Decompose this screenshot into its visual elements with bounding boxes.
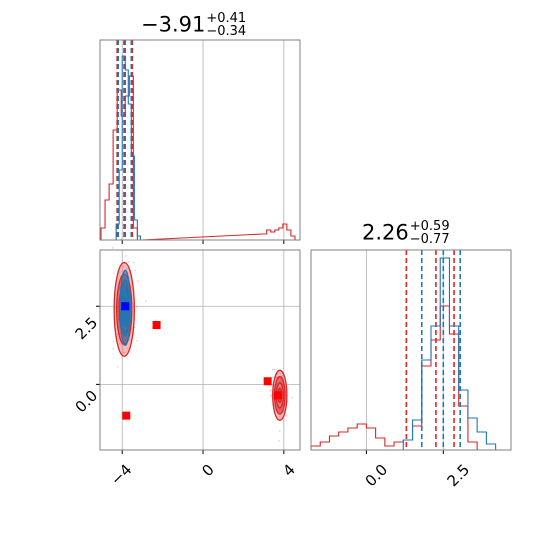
scatter-point [272, 376, 274, 379]
panel-frame [99, 39, 301, 241]
param2-histogram-panel [310, 249, 512, 454]
histogram-series [402, 257, 497, 450]
scatter-point [271, 369, 274, 371]
scatter-point [133, 332, 135, 335]
param1-histogram-panel [99, 39, 301, 244]
scatter-point [285, 415, 288, 417]
scatter-point [145, 300, 147, 302]
joint-contour-panel [96, 238, 301, 454]
scatter-point [287, 388, 289, 390]
scatter-point [112, 348, 115, 350]
truth-marker [122, 411, 131, 420]
scatter-point [125, 255, 127, 257]
scatter-point [279, 430, 281, 432]
histogram-series [115, 55, 141, 240]
scatter-point [270, 395, 273, 397]
truth-marker [152, 321, 161, 329]
scatter-point [136, 340, 138, 342]
truth-marker [273, 391, 282, 400]
panel-frame [99, 249, 301, 451]
scatter-point [283, 420, 285, 422]
truth-marker [121, 302, 130, 311]
scatter-point [274, 368, 276, 371]
panel-frame [310, 249, 512, 451]
histogram-series [100, 75, 296, 241]
scatter-point [128, 261, 130, 263]
scatter-point [136, 306, 138, 308]
scatter-point [137, 280, 139, 282]
scatter-point [278, 440, 280, 442]
scatter-point [112, 247, 114, 249]
scatter-point [269, 389, 272, 391]
scatter-point [291, 396, 293, 398]
scatter-point [270, 394, 272, 396]
scatter-point [113, 340, 115, 342]
scatter-point [133, 261, 135, 264]
truth-marker [263, 377, 272, 386]
scatter-point [120, 238, 123, 241]
scatter-point [117, 366, 119, 368]
scatter-point [134, 269, 136, 272]
scatter-point [113, 272, 115, 275]
histogram-series [310, 305, 487, 451]
